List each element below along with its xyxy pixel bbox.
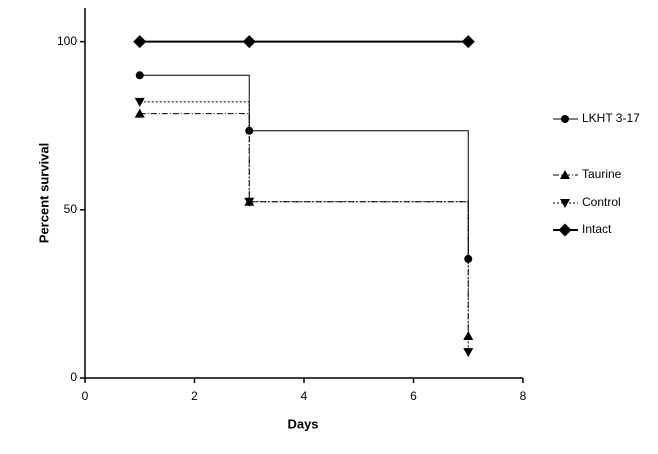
legend-marker <box>561 115 569 123</box>
data-point <box>135 71 144 80</box>
data-point <box>463 330 474 340</box>
data-point <box>244 197 255 207</box>
x-tick-label: 8 <box>520 389 527 403</box>
legend-label: Control <box>582 195 621 209</box>
survival-line <box>139 74 469 259</box>
survival-line <box>139 101 469 353</box>
x-tick-label: 2 <box>191 389 198 403</box>
data-point <box>461 35 475 49</box>
data-point <box>463 348 474 358</box>
data-point <box>133 35 147 49</box>
y-tick-label: 0 <box>70 370 77 384</box>
legend-marker <box>560 170 570 179</box>
y-tick-label: 100 <box>57 34 77 48</box>
x-axis-title: Days <box>287 416 318 431</box>
x-tick-label: 4 <box>301 389 308 403</box>
y-axis-title: Percent survival <box>36 143 51 243</box>
data-point <box>242 35 256 49</box>
data-point <box>134 97 145 107</box>
legend-label: Taurine <box>582 167 622 181</box>
y-tick-label: 50 <box>64 202 78 216</box>
legend-marker <box>558 223 572 237</box>
legend-marker <box>560 199 570 208</box>
survival-line <box>139 113 469 336</box>
x-tick-label: 0 <box>82 389 89 403</box>
x-tick-label: 6 <box>410 389 417 403</box>
legend-label: Intact <box>582 222 612 236</box>
data-point <box>134 108 145 118</box>
legend-label: LKHT 3-17 <box>582 111 640 125</box>
